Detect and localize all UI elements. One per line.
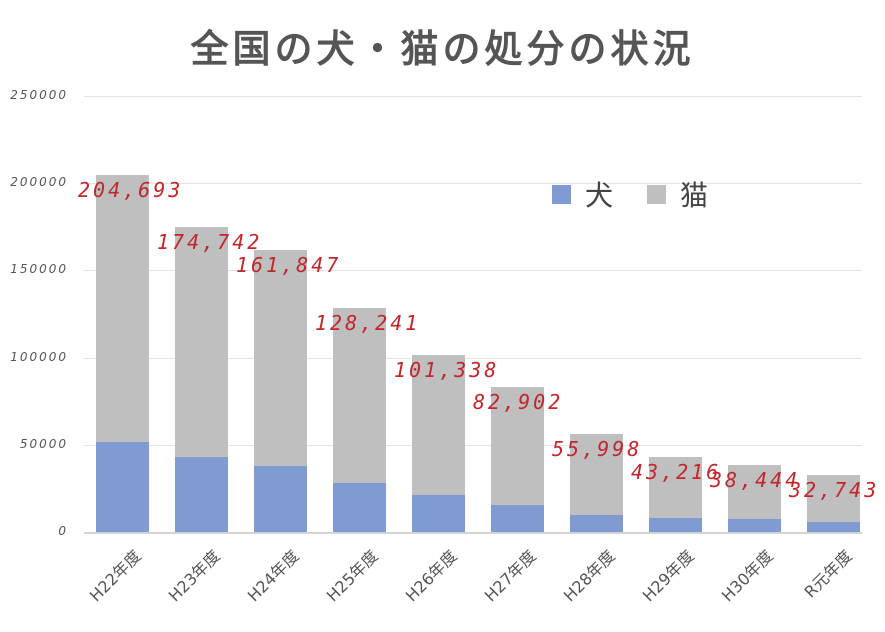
stacked-bar — [96, 175, 149, 532]
total-value-label: 38,444 — [710, 467, 801, 492]
bar-segment-cat — [649, 456, 702, 519]
x-tick-label: H24年度 — [243, 546, 303, 606]
bar-segment-dog — [807, 522, 860, 532]
stacked-bar — [333, 308, 386, 532]
total-value-label: 204,693 — [78, 178, 184, 202]
legend-label-cat: 猫 — [680, 179, 709, 212]
gridline — [84, 270, 862, 272]
total-value-label: 161,847 — [236, 252, 342, 277]
bar-segment-dog — [96, 441, 149, 532]
y-tick-label: 100000 — [10, 349, 68, 364]
x-tick-label: R元年度 — [800, 546, 856, 602]
y-tick-label: 250000 — [10, 88, 68, 102]
x-axis-line — [84, 532, 862, 534]
bar-segment-dog — [254, 465, 307, 532]
gridline — [84, 96, 862, 97]
bar-segment-cat — [728, 464, 781, 519]
x-tick-label: H22年度 — [85, 546, 145, 606]
x-tick-label: H27年度 — [480, 546, 540, 606]
x-tick-label: H23年度 — [164, 546, 224, 606]
stacked-bar — [807, 474, 860, 532]
bar-segment-cat — [175, 227, 228, 457]
total-value-label: 101,338 — [394, 358, 500, 383]
total-value-label: 128,241 — [315, 311, 421, 336]
gridline — [84, 444, 862, 446]
legend-swatch-cat — [647, 184, 667, 204]
total-value-label: 43,216 — [631, 459, 722, 484]
total-value-label: 55,998 — [552, 437, 643, 462]
bar-segment-cat — [570, 434, 623, 516]
bar-segment-cat — [491, 387, 544, 505]
bar-segment-dog — [491, 504, 544, 532]
x-tick-label: H30年度 — [717, 546, 777, 606]
bar-segment-cat — [254, 249, 307, 466]
bar-segment-dog — [649, 518, 702, 532]
bar-segment-dog — [412, 495, 465, 532]
chart-title: 全国の犬・猫の処分の状況 — [190, 27, 695, 71]
total-value-label: 82,902 — [473, 390, 564, 415]
y-tick-label: 150000 — [10, 262, 68, 277]
bar-segment-dog — [175, 456, 228, 532]
stacked-bar — [254, 249, 307, 532]
stacked-bar — [412, 355, 465, 532]
stacked-bar — [728, 464, 781, 532]
x-tick-label: H25年度 — [322, 546, 382, 606]
x-tick-label: H28年度 — [559, 546, 619, 606]
x-tick-label: H26年度 — [401, 546, 461, 606]
bar-segment-cat — [412, 355, 465, 496]
bar-segment-cat — [807, 474, 860, 523]
gridline — [84, 357, 862, 359]
bar-segment-dog — [570, 515, 623, 532]
legend: 犬 猫 — [552, 174, 742, 214]
stacked-bar — [649, 456, 702, 532]
bar-segment-cat — [96, 175, 149, 442]
gridline — [84, 183, 862, 185]
bar-segment-dog — [333, 482, 386, 532]
y-tick-label: 0 — [58, 524, 68, 538]
y-tick-label: 200000 — [10, 175, 68, 190]
bar-segment-dog — [728, 518, 781, 532]
bar-segment-cat — [333, 308, 386, 483]
x-tick-label: H29年度 — [638, 546, 698, 606]
y-tick-label: 50000 — [19, 436, 68, 451]
legend-swatch-dog — [552, 184, 571, 204]
stacked-bar — [175, 227, 228, 532]
stacked-bar — [491, 387, 544, 532]
stacked-bar — [570, 434, 623, 532]
total-value-label: 32,743 — [789, 477, 880, 502]
total-value-label: 174,742 — [157, 230, 263, 255]
legend-label-dog: 犬 — [585, 179, 614, 212]
